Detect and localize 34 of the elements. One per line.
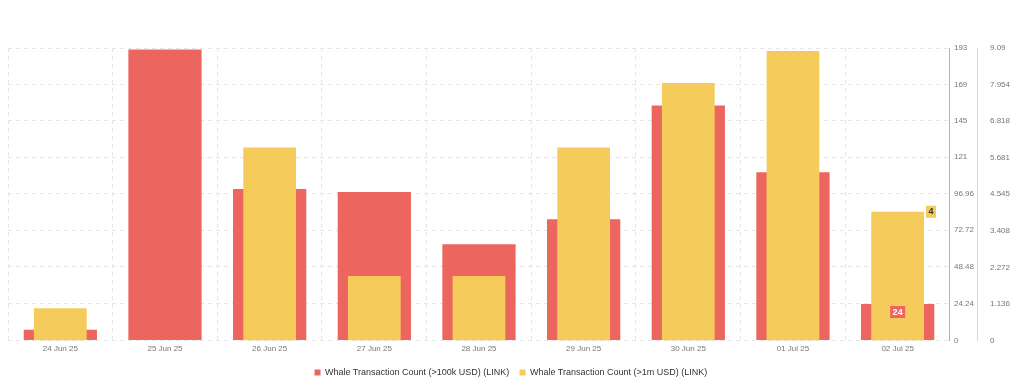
y2-tick-label: 1.136 bbox=[989, 299, 1011, 309]
data-label: 4 bbox=[928, 206, 934, 217]
y-tick-label: 72.72 bbox=[953, 225, 975, 235]
y-tick-label: 96.96 bbox=[953, 188, 975, 198]
x-tick-label: 28 Jun 25 bbox=[461, 344, 498, 354]
y2-tick-label: 0 bbox=[989, 335, 995, 345]
y-tick-label: 121 bbox=[953, 152, 968, 162]
x-tick-label: 27 Jun 25 bbox=[356, 344, 393, 354]
y2-tick-label: 5.681 bbox=[989, 152, 1011, 162]
y-tick-label: 145 bbox=[953, 115, 968, 125]
x-tick-label: 30 Jun 25 bbox=[670, 344, 707, 354]
y-tick-label: 0 bbox=[953, 335, 959, 345]
legend-label: Whale Transaction Count (>100k USD) (LINK) bbox=[325, 366, 510, 377]
y-tick-label: 193 bbox=[953, 43, 968, 53]
x-tick-label: 01 Jul 25 bbox=[776, 344, 810, 354]
y-tick-label: 24.24 bbox=[953, 298, 975, 308]
y2-tick-label: 6.818 bbox=[989, 116, 1011, 126]
bar bbox=[128, 49, 202, 340]
y2-tick-label: 7.954 bbox=[989, 79, 1011, 89]
bar bbox=[452, 276, 506, 341]
data-label: 24 bbox=[892, 306, 903, 317]
x-tick-label: 24 Jun 25 bbox=[42, 344, 79, 354]
y2-tick-label: 2.272 bbox=[989, 262, 1011, 272]
y2-tick-label: 9.09 bbox=[989, 43, 1007, 53]
legend-label: Whale Transaction Count (>1m USD) (LINK) bbox=[530, 366, 708, 377]
y2-tick-label: 3.408 bbox=[989, 225, 1011, 235]
x-tick-label: 25 Jun 25 bbox=[147, 344, 184, 354]
y-tick-label: 48.48 bbox=[953, 262, 975, 272]
x-tick-label: 02 Jul 25 bbox=[881, 344, 915, 354]
y2-tick-label: 4.545 bbox=[989, 189, 1011, 199]
x-tick-label: 26 Jun 25 bbox=[252, 344, 288, 354]
bar bbox=[347, 276, 401, 341]
y-tick-label: 169 bbox=[953, 79, 968, 89]
x-tick-label: 29 Jun 25 bbox=[566, 344, 602, 354]
